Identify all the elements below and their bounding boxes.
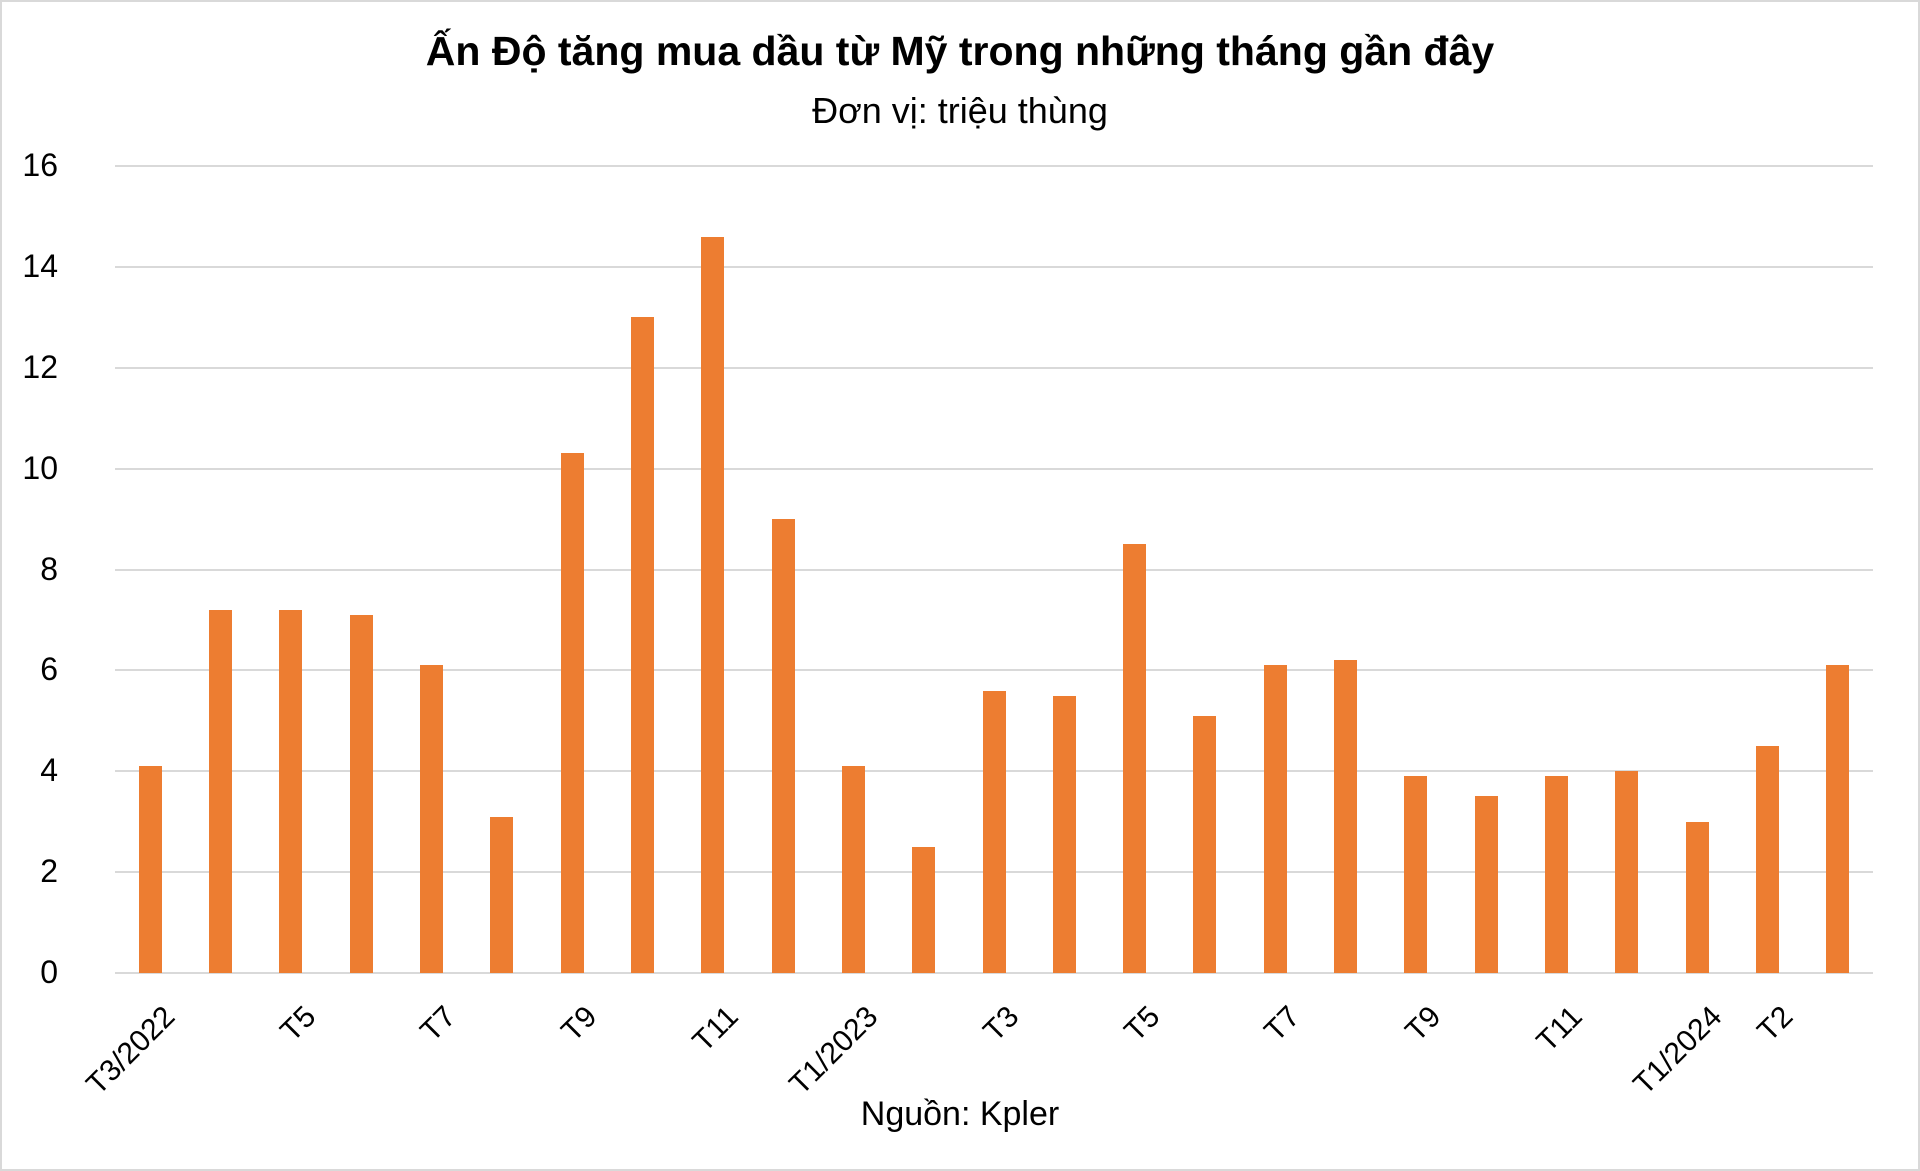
gridline: [115, 972, 1873, 974]
gridline: [115, 568, 1873, 571]
y-tick-label: 14: [22, 247, 58, 284]
y-tick-label: 8: [40, 550, 58, 587]
bar: [349, 614, 373, 973]
gridline: [115, 467, 1873, 470]
bar: [1123, 544, 1147, 973]
bar: [490, 816, 514, 973]
y-tick-label: 16: [22, 147, 58, 183]
bar: [701, 236, 725, 973]
bar: [1685, 821, 1709, 973]
bar: [1404, 776, 1428, 973]
gridline: [115, 265, 1873, 268]
bar: [560, 453, 584, 973]
y-tick-label: 0: [40, 954, 58, 990]
bar: [771, 519, 795, 973]
gridline: [115, 669, 1873, 672]
chart-subtitle: Đơn vị: triệu thùng: [812, 90, 1108, 131]
bar: [1756, 746, 1780, 973]
bar: [1193, 715, 1217, 973]
chart-title: Ấn Độ tăng mua dầu từ Mỹ trong những thá…: [425, 28, 1495, 74]
y-tick-label: 2: [40, 853, 58, 890]
y-tick-label: 4: [40, 752, 58, 789]
gridline: [115, 165, 1873, 167]
bar: [1615, 771, 1639, 973]
bar: [912, 846, 936, 973]
bar: [841, 766, 865, 973]
bar: [138, 766, 162, 973]
bar: [279, 609, 303, 973]
bar: [1052, 695, 1076, 973]
bar: [419, 665, 443, 973]
bar: [1334, 660, 1358, 973]
y-tick-label: 6: [40, 651, 58, 688]
y-tick-label: 12: [22, 348, 58, 385]
bar: [1545, 776, 1569, 973]
bar: [1826, 665, 1850, 973]
source-note: Nguồn: Kpler: [860, 1095, 1060, 1133]
bar: [1263, 665, 1287, 973]
gridline: [115, 366, 1873, 369]
bar: [208, 609, 232, 973]
y-tick-label: 10: [22, 449, 58, 486]
bar: [630, 317, 654, 973]
bar: [1474, 796, 1498, 973]
bar: [982, 690, 1006, 973]
